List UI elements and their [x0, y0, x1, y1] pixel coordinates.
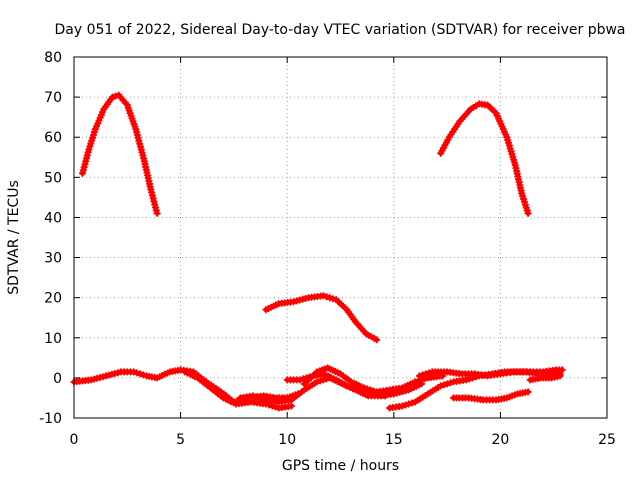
data-point	[136, 370, 144, 378]
y-tick-label: 60	[44, 130, 62, 146]
data-point	[153, 209, 161, 217]
data-point	[440, 381, 448, 389]
data-point	[443, 380, 451, 388]
y-tick-label: 70	[44, 90, 62, 106]
data-point	[252, 393, 260, 401]
data-point	[524, 388, 532, 396]
data-point	[419, 371, 427, 379]
y-tick-label: 10	[44, 331, 62, 347]
y-tick-label: 0	[53, 371, 62, 387]
data-point	[411, 378, 419, 386]
series-arc-evening-high	[437, 100, 532, 217]
x-tick-label: 5	[176, 432, 185, 448]
series-arc-midday	[262, 292, 381, 344]
data-point	[343, 382, 351, 390]
y-tick-label: 50	[44, 170, 62, 186]
data-point	[319, 292, 327, 300]
data-point	[346, 383, 354, 391]
data-point	[414, 377, 422, 385]
x-axis-label: GPS time / hours	[282, 458, 399, 474]
series-arc-morning-high	[79, 91, 161, 217]
plot-frame	[73, 56, 608, 419]
series-baseline-i	[526, 372, 564, 384]
series-baseline-b	[181, 368, 295, 412]
data-point	[402, 401, 409, 409]
chart-title: Day 051 of 2022, Sidereal Day-to-day VTE…	[54, 22, 625, 38]
data-point	[398, 402, 406, 410]
data-point	[326, 294, 334, 302]
data-point	[249, 392, 257, 400]
data-point	[373, 336, 381, 344]
data-point	[259, 395, 267, 403]
y-tick-label: 30	[44, 251, 62, 267]
data-point	[139, 371, 147, 379]
data-point	[313, 378, 321, 386]
data-point	[288, 402, 295, 410]
data-point	[256, 394, 263, 402]
data-point	[130, 368, 138, 376]
y-tick-label: -10	[39, 411, 62, 427]
data-point	[323, 293, 331, 301]
y-axis-label: SDTVAR / TECUs	[6, 180, 22, 295]
data-point	[405, 400, 413, 408]
x-tick-label: 25	[598, 432, 616, 448]
data-point	[558, 366, 566, 374]
data-point	[296, 376, 304, 384]
x-tick-label: 10	[278, 432, 296, 448]
data-point	[133, 369, 141, 377]
data-point	[425, 369, 433, 377]
data-point	[524, 209, 532, 217]
data-point	[112, 92, 120, 100]
series-baseline-e	[300, 364, 447, 396]
series-baseline-h	[450, 388, 532, 404]
data-point	[437, 382, 445, 390]
y-tick-label: 20	[44, 291, 62, 307]
ticks: 0 5 10 15 20 25 -10 0 10 20 30 40 50 60 70 80	[39, 50, 616, 448]
data-point	[556, 372, 564, 380]
x-tick-label: 20	[491, 432, 509, 448]
data-point	[370, 387, 377, 395]
data-point	[319, 376, 327, 384]
x-tick-label: 0	[70, 432, 79, 448]
data-point	[446, 379, 454, 387]
y-tick-label: 80	[44, 50, 62, 66]
data-point	[316, 377, 324, 385]
data-point	[415, 372, 423, 380]
data-point	[462, 376, 470, 384]
series-baseline-d	[283, 370, 389, 400]
x-tick-label: 15	[385, 432, 403, 448]
data-point	[422, 370, 430, 378]
data-point	[381, 392, 389, 400]
data-point	[108, 93, 116, 101]
data-point	[329, 295, 337, 303]
data-point	[466, 375, 473, 383]
y-tick-label: 40	[44, 210, 62, 226]
data-point	[363, 385, 371, 393]
data-point	[366, 386, 374, 394]
data-point	[408, 399, 416, 407]
data-layer	[70, 91, 566, 412]
